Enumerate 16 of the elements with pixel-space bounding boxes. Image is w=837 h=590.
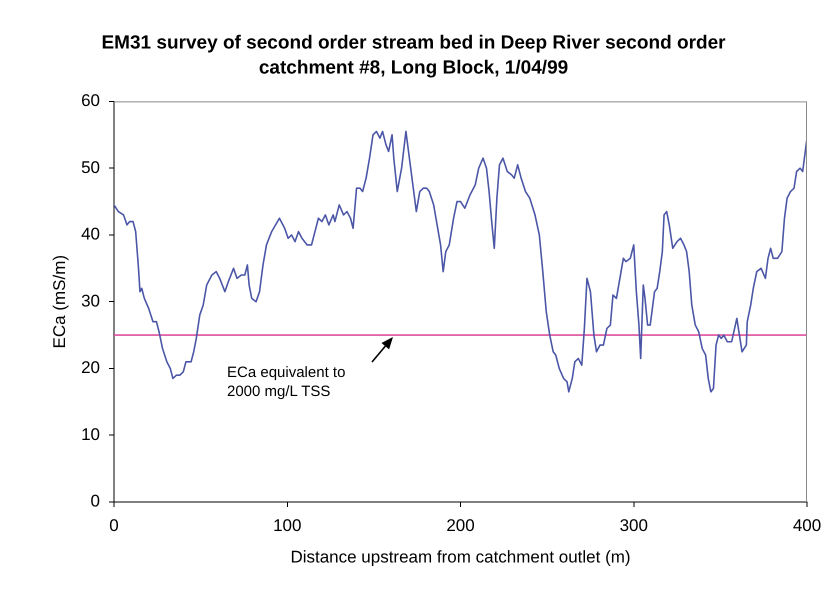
y-axis-title: ECa (mS/m) (50, 254, 69, 348)
x-tick-label: 200 (446, 516, 475, 535)
annotation: ECa equivalent to 2000 mg/L TSS (227, 364, 346, 400)
x-axis-title: Distance upstream from catchment outlet (m) (290, 547, 631, 566)
y-tick-label: 30 (81, 291, 100, 310)
x-tick-label: 300 (620, 516, 648, 535)
x-tick-label: 400 (792, 516, 822, 535)
x-tick-label: 0 (109, 516, 119, 535)
y-tick-label: 60 (81, 91, 100, 110)
y-tick-label: 50 (81, 158, 100, 177)
x-tick-label: 100 (273, 516, 302, 535)
chart-title: EM31 survey of second order stream bed in Deep River second order catchment #8, Long Block, 1/04/99 (101, 32, 726, 78)
y-tick-label: 20 (81, 358, 100, 378)
y-tick-label: 10 (81, 424, 100, 444)
y-tick-label: 40 (81, 224, 100, 244)
y-tick-label: 0 (90, 492, 100, 511)
